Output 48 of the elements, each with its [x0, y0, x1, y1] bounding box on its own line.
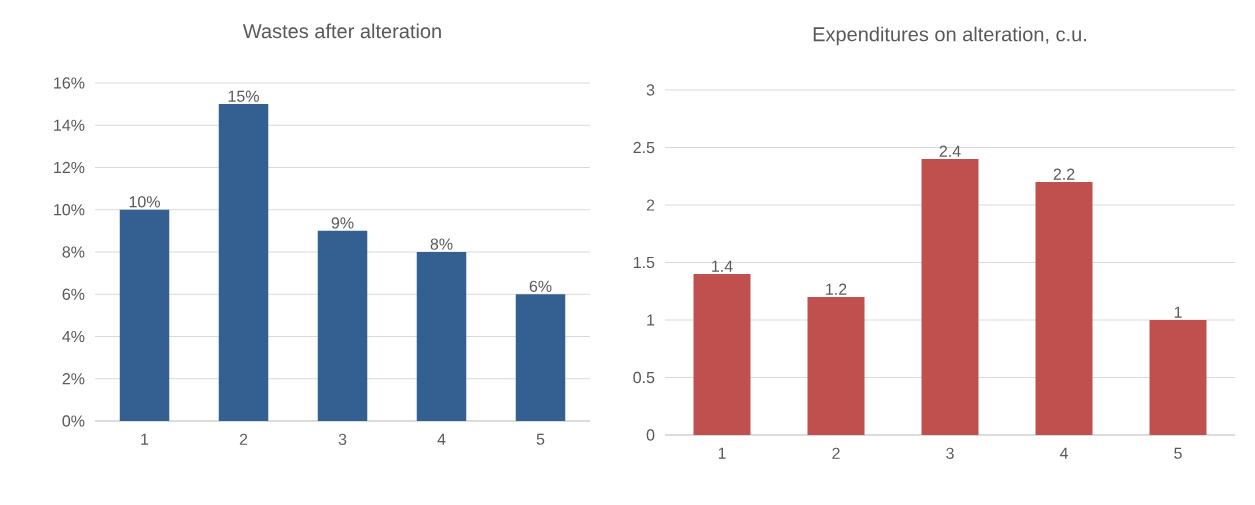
y-tick-label: 4%	[62, 330, 85, 343]
y-tick-label: 2	[646, 199, 655, 211]
data-label: 15%	[228, 90, 259, 102]
data-label: 2.2	[1053, 168, 1075, 180]
y-tick-label: 0.5	[633, 371, 655, 384]
bar	[218, 104, 269, 421]
y-tick-label: 6%	[62, 288, 85, 300]
bar	[693, 273, 751, 435]
x-tick-label: 3	[338, 433, 347, 446]
x-tick-label: 4	[1059, 447, 1068, 459]
y-tick-label: 1.5	[633, 256, 655, 269]
x-tick-label: 5	[536, 433, 545, 445]
bar	[119, 209, 170, 421]
data-label: 1	[1174, 306, 1182, 318]
x-tick-label: 2	[239, 433, 248, 445]
bar	[1149, 319, 1207, 435]
y-tick-label: 0	[646, 429, 655, 441]
chart-title: Expenditures on alteration, c.u.	[813, 26, 1086, 46]
bar	[921, 158, 979, 435]
y-tick-label: 0%	[62, 415, 85, 427]
y-tick-label: 16%	[54, 77, 85, 89]
data-label: 2.4	[939, 145, 961, 157]
x-tick-label: 5	[1174, 447, 1182, 459]
data-label: 8%	[430, 238, 453, 250]
y-tick-label: 8%	[62, 246, 85, 258]
y-tick-label: 14%	[54, 119, 85, 131]
y-tick-label: 1	[647, 314, 655, 326]
data-label: 10%	[129, 196, 160, 208]
x-tick-label: 1	[141, 433, 149, 445]
x-tick-label: 3	[946, 447, 954, 460]
x-tick-label: 4	[437, 433, 446, 445]
y-tick-label: 2%	[62, 373, 85, 385]
data-label: 1.4	[712, 260, 733, 272]
y-tick-label: 12%	[54, 161, 85, 174]
x-tick-label: 2	[832, 447, 840, 459]
y-tick-label: 2.5	[633, 141, 655, 154]
bar	[1035, 181, 1093, 435]
bar	[515, 294, 566, 421]
bar	[807, 296, 865, 435]
data-label: 9%	[331, 217, 354, 229]
bar	[416, 251, 467, 421]
chart-title: Wastes after alteration	[242, 23, 441, 39]
data-label: 1.2	[826, 283, 847, 295]
y-tick-label: 10%	[54, 204, 85, 216]
x-tick-label: 1	[718, 447, 726, 459]
y-tick-label: 3	[646, 84, 655, 96]
data-label: 6%	[529, 280, 552, 292]
bar	[317, 230, 368, 421]
